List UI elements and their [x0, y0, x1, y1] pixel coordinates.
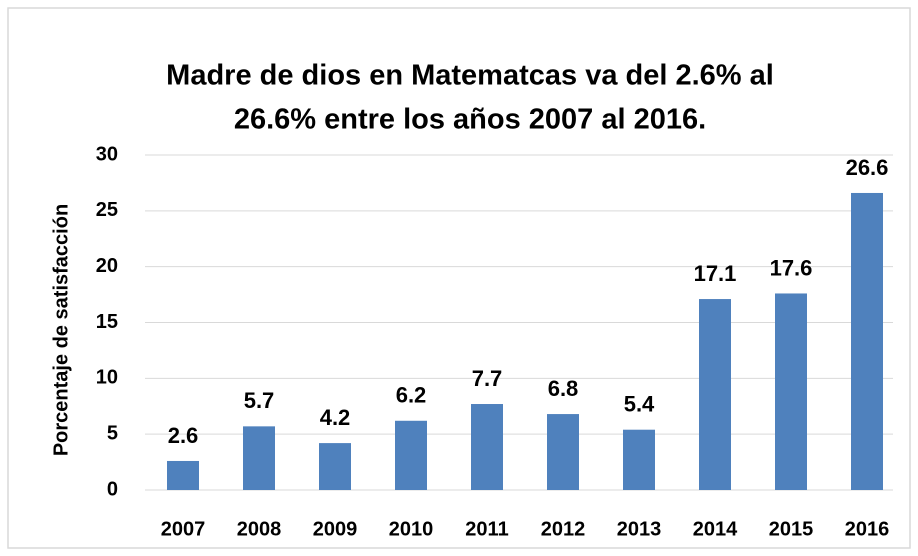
bar — [471, 404, 503, 490]
x-tick-label: 2007 — [161, 518, 206, 540]
y-tick-label: 30 — [96, 143, 118, 165]
data-label: 6.2 — [396, 383, 427, 408]
bar — [243, 426, 275, 490]
data-label: 6.8 — [548, 376, 579, 401]
y-tick-label: 5 — [107, 422, 118, 444]
x-tick-label: 2015 — [769, 518, 814, 540]
chart-border — [7, 7, 911, 549]
x-tick-label: 2011 — [465, 518, 508, 540]
data-label: 17.1 — [694, 261, 737, 286]
bar — [547, 414, 579, 490]
y-tick-label: 15 — [96, 311, 118, 333]
x-tick-label: 2008 — [237, 518, 282, 540]
data-label: 5.4 — [624, 392, 655, 417]
x-tick-label: 2013 — [617, 518, 662, 540]
y-tick-label: 20 — [96, 255, 118, 277]
bar — [167, 460, 199, 490]
bar — [699, 299, 731, 490]
x-tick-label: 2012 — [541, 518, 586, 540]
chart-title: Madre de dios en Matematcas va del 2.6% … — [166, 60, 774, 92]
bar — [775, 293, 807, 490]
bar — [623, 429, 655, 490]
x-tick-label: 2009 — [313, 518, 358, 540]
bar — [395, 420, 427, 490]
data-label: 4.2 — [320, 405, 351, 430]
x-tick-label: 2010 — [389, 518, 434, 540]
chart-title: 26.6% entre los años 2007 al 2016. — [234, 104, 706, 136]
bar — [851, 192, 883, 490]
data-label: 2.6 — [168, 423, 199, 448]
data-label: 17.6 — [770, 255, 813, 280]
y-tick-label: 0 — [107, 478, 118, 500]
y-tick-label: 10 — [96, 367, 118, 389]
data-label: 5.7 — [244, 388, 275, 413]
y-tick-label: 25 — [96, 199, 118, 221]
x-tick-label: 2014 — [693, 518, 738, 540]
bar — [319, 443, 351, 490]
data-label: 7.7 — [472, 366, 503, 391]
data-label: 26.6 — [846, 155, 889, 180]
y-axis-label: Porcentaje de satisfacción — [50, 204, 72, 456]
x-tick-label: 2016 — [845, 518, 890, 540]
